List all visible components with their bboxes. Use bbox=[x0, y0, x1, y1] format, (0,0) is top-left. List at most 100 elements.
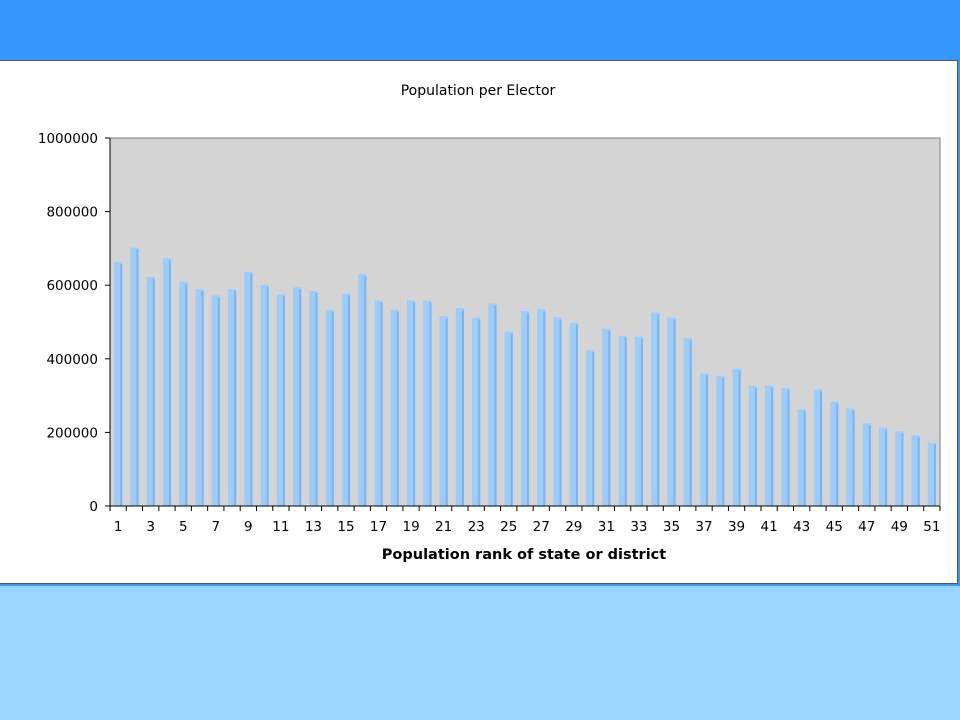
y-tick-label: 1000000 bbox=[38, 131, 98, 147]
bar-shadow-12 bbox=[299, 289, 302, 506]
x-tick-label: 19 bbox=[402, 519, 419, 535]
bar-shadow-40 bbox=[754, 388, 757, 506]
x-tick-label: 23 bbox=[468, 519, 485, 535]
bar-36 bbox=[683, 338, 692, 506]
x-tick-label: 7 bbox=[211, 519, 220, 535]
bar-shadow-44 bbox=[820, 391, 823, 506]
x-tick-label: 3 bbox=[146, 519, 155, 535]
x-tick-label: 41 bbox=[761, 519, 778, 535]
bar-shadow-35 bbox=[673, 319, 676, 506]
bar-38 bbox=[716, 376, 725, 506]
bar-50 bbox=[911, 435, 920, 506]
bar-46 bbox=[846, 408, 855, 506]
bar-2 bbox=[130, 247, 139, 506]
bar-26 bbox=[520, 310, 530, 506]
bar-shadow-9 bbox=[250, 273, 253, 506]
bar-shadow-11 bbox=[282, 296, 285, 506]
x-tick-label: 5 bbox=[179, 519, 188, 535]
y-axis: 0 200000 400000 600000 800000 1000000 bbox=[38, 131, 111, 515]
bar-34 bbox=[651, 312, 660, 506]
bar-shadow-48 bbox=[885, 429, 888, 506]
bar-shadow-34 bbox=[657, 314, 660, 506]
x-tick-label: 51 bbox=[923, 519, 940, 535]
bar-shadow-41 bbox=[771, 387, 774, 506]
bar-37 bbox=[699, 373, 709, 506]
x-tick-label: 9 bbox=[244, 519, 253, 535]
bar-48 bbox=[878, 427, 888, 506]
x-tick-label: 47 bbox=[858, 519, 875, 535]
bar-25 bbox=[504, 331, 513, 506]
bar-shadow-3 bbox=[152, 279, 155, 506]
chart-title: Population per Elector bbox=[401, 83, 556, 99]
bar-shadow-17 bbox=[380, 302, 383, 506]
bar-9 bbox=[244, 271, 253, 506]
bar-shadow-5 bbox=[185, 283, 188, 506]
bar-40 bbox=[748, 386, 757, 506]
x-tick-label: 37 bbox=[695, 519, 712, 535]
x-tick-label: 45 bbox=[826, 519, 843, 535]
bar-shadow-15 bbox=[348, 295, 351, 506]
bar-31 bbox=[602, 328, 611, 506]
bar-shadow-13 bbox=[315, 293, 318, 506]
bar-12 bbox=[293, 287, 302, 506]
bar-42 bbox=[781, 388, 790, 506]
bar-shadow-4 bbox=[169, 260, 172, 506]
x-tick-label: 17 bbox=[370, 519, 387, 535]
bar-39 bbox=[732, 368, 741, 506]
bar-shadow-42 bbox=[787, 390, 790, 506]
bar-32 bbox=[618, 335, 627, 506]
bar-shadow-50 bbox=[917, 437, 920, 506]
bar-shadow-30 bbox=[592, 352, 595, 506]
x-tick-label: 1 bbox=[114, 519, 123, 535]
bar-10 bbox=[260, 284, 269, 506]
bar-shadow-23 bbox=[478, 319, 481, 506]
bar-shadow-2 bbox=[136, 249, 139, 506]
x-tick-label: 39 bbox=[728, 519, 745, 535]
bar-shadow-32 bbox=[624, 337, 627, 506]
bar-22 bbox=[455, 308, 464, 506]
bar-shadow-39 bbox=[738, 370, 741, 506]
bar-shadow-46 bbox=[852, 410, 855, 506]
bar-5 bbox=[179, 281, 188, 506]
bar-30 bbox=[586, 350, 595, 506]
x-axis-title: Population rank of state or district bbox=[382, 547, 666, 563]
slide-top-band bbox=[0, 0, 960, 60]
bar-shadow-27 bbox=[543, 311, 546, 506]
x-axis: 1 3 5 7 9 11 13 15 17 19 21 23 25 27 29 31 33 35 37 39 41 43 4… bbox=[109, 505, 941, 535]
bar-shadow-6 bbox=[201, 291, 204, 506]
bar-chart: Population per Elector 0 200000 400000 6000… bbox=[38, 83, 941, 563]
x-tick-label: 33 bbox=[630, 519, 647, 535]
slide-bottom-band bbox=[0, 586, 960, 720]
bar-7 bbox=[211, 295, 220, 506]
bar-4 bbox=[162, 258, 172, 506]
bar-shadow-26 bbox=[527, 312, 530, 506]
y-tick-label: 400000 bbox=[46, 352, 98, 368]
bar-shadow-22 bbox=[461, 310, 464, 506]
bar-shadow-43 bbox=[803, 411, 806, 506]
bar-shadow-24 bbox=[494, 305, 497, 506]
bar-19 bbox=[407, 300, 416, 506]
bar-shadow-10 bbox=[266, 286, 269, 506]
bar-24 bbox=[488, 303, 497, 506]
y-tick-label: 200000 bbox=[46, 425, 98, 441]
y-tick-label: 0 bbox=[89, 499, 98, 515]
bar-28 bbox=[553, 317, 562, 506]
bar-1 bbox=[114, 262, 123, 506]
bar-shadow-21 bbox=[445, 318, 448, 506]
bar-21 bbox=[439, 316, 448, 506]
bar-8 bbox=[227, 289, 237, 506]
bar-shadow-36 bbox=[689, 340, 692, 506]
x-tick-label: 43 bbox=[793, 519, 810, 535]
bar-shadow-33 bbox=[640, 338, 643, 506]
y-tick-label: 800000 bbox=[46, 205, 98, 221]
bars-group bbox=[114, 247, 936, 506]
x-tick-label: 27 bbox=[533, 519, 550, 535]
bar-shadow-18 bbox=[396, 311, 399, 506]
bar-shadow-51 bbox=[933, 444, 936, 506]
bar-shadow-37 bbox=[706, 375, 709, 506]
x-tick-label: 21 bbox=[435, 519, 452, 535]
bar-shadow-1 bbox=[120, 264, 123, 506]
bar-20 bbox=[423, 300, 432, 506]
bar-41 bbox=[765, 385, 774, 506]
x-tick-label: 25 bbox=[500, 519, 517, 535]
